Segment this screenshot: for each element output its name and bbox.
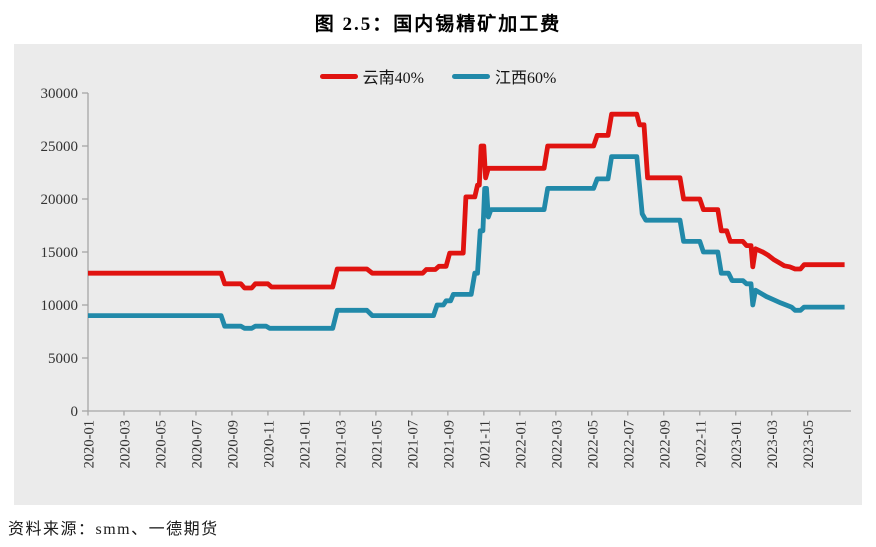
legend-swatch-yunnan-40 bbox=[319, 73, 358, 79]
series-line-yunnan-40 bbox=[88, 111, 845, 291]
x-tick-label: 2021-11 bbox=[477, 420, 493, 468]
legend-label-yunnan-40: 云南40% bbox=[362, 70, 424, 87]
x-tick-label: 2020-07 bbox=[189, 420, 205, 468]
chart-title: 图 2.5：国内锡精矿加工费 bbox=[314, 14, 562, 35]
x-tick-label: 2021-09 bbox=[441, 420, 457, 468]
y-tick-label: 10000 bbox=[41, 298, 79, 314]
legend-swatch-jiangxi-60 bbox=[452, 73, 490, 79]
x-tick-label: 2023-01 bbox=[729, 420, 745, 468]
x-tick-label: 2021-03 bbox=[333, 420, 349, 468]
y-tick-label: 30000 bbox=[41, 86, 79, 102]
x-tick-label: 2022-07 bbox=[621, 420, 637, 468]
legend-label-jiangxi-60: 江西60% bbox=[495, 70, 557, 87]
x-tick-label: 2022-05 bbox=[585, 420, 601, 468]
x-tick-label: 2022-09 bbox=[657, 420, 673, 468]
legend: 云南40% 江西60% bbox=[0, 64, 876, 88]
x-tick-label: 2020-03 bbox=[117, 420, 133, 468]
y-tick-label: 25000 bbox=[41, 139, 79, 155]
y-tick-label: 20000 bbox=[41, 192, 79, 208]
x-tick-label: 2023-05 bbox=[801, 420, 817, 468]
x-tick-label: 2022-01 bbox=[513, 420, 529, 468]
axis-lines bbox=[87, 93, 851, 412]
source-note: 资料来源：smm、一德期货 bbox=[8, 521, 219, 538]
x-tick-label: 2021-05 bbox=[369, 420, 385, 468]
legend-item-jiangxi-60: 江西60% bbox=[452, 64, 556, 88]
legend-item-yunnan-40: 云南40% bbox=[319, 64, 424, 88]
series-line-jiangxi-60 bbox=[88, 154, 845, 331]
x-tick-label: 2020-01 bbox=[82, 420, 98, 468]
x-tick-label: 2020-11 bbox=[261, 420, 277, 468]
x-tick-label: 2021-07 bbox=[405, 420, 421, 468]
x-tick-label: 2021-01 bbox=[297, 420, 313, 468]
x-tick-label: 2023-03 bbox=[765, 420, 781, 468]
x-tick-label: 2022-03 bbox=[549, 420, 565, 468]
x-tick-label: 2020-05 bbox=[153, 420, 169, 468]
y-tick-label: 5000 bbox=[48, 351, 78, 367]
y-tick-label: 15000 bbox=[41, 245, 79, 261]
x-tick-label: 2020-09 bbox=[225, 420, 241, 468]
x-tick-label: 2022-11 bbox=[693, 420, 709, 468]
y-tick-label: 0 bbox=[71, 404, 79, 420]
